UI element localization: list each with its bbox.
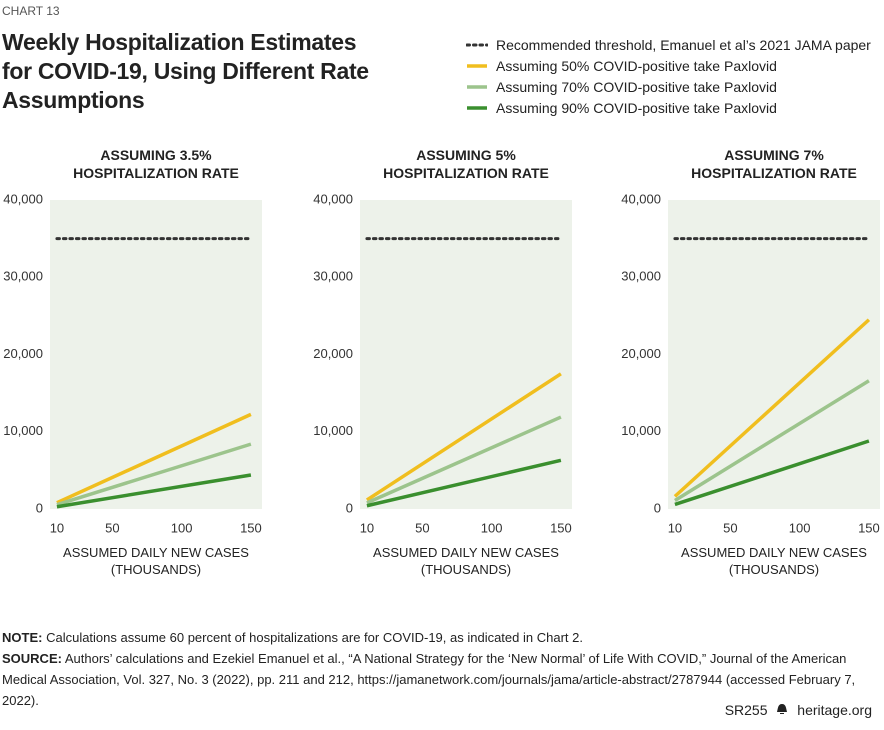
legend-swatch [466,43,488,46]
y-tick-label: 0 [654,500,661,515]
source: SOURCE: Authors’ calculations and Ezekie… [2,648,882,711]
x-tick-label: 50 [723,520,737,535]
y-tick-label: 30,000 [621,269,661,284]
legend-item: Recommended threshold, Emanuel et al’s 2… [466,34,871,55]
x-axis-title: ASSUMED DAILY NEW CASES (THOUSANDS) [681,545,867,577]
site: heritage.org [797,702,872,718]
panel-title: ASSUMING 7% HOSPITALIZATION RATE [691,147,857,181]
series-line [674,439,870,507]
y-tick-label: 30,000 [3,269,43,284]
x-tick-label: 100 [789,520,811,535]
series-line [366,458,562,508]
legend-label: Assuming 70% COVID-positive take Paxlovi… [496,78,777,95]
y-tick-label: 40,000 [621,191,661,206]
legend-swatch [467,84,487,89]
note-text: Calculations assume 60 percent of hospit… [46,630,583,645]
chart-label: CHART 13 [2,4,60,18]
y-tick-label: 40,000 [313,191,353,206]
panel: ASSUMING 3.5% HOSPITALIZATION RATE 0 10,00… [0,146,266,586]
y-tick-label: 20,000 [621,346,661,361]
y-tick-label: 30,000 [313,269,353,284]
legend-label: Assuming 50% COVID-positive take Paxlovi… [496,57,777,74]
panel: ASSUMING 5% HOSPITALIZATION RATE 0 10,000 2… [310,146,576,586]
series-line [365,372,562,502]
y-tick-label: 0 [346,500,353,515]
source-label: SOURCE: [2,651,62,666]
series-line [56,473,252,509]
x-axis-title: ASSUMED DAILY NEW CASES (THOUSANDS) [63,545,249,577]
plot-background [360,200,572,509]
y-tick-label: 10,000 [621,423,661,438]
plot-background [668,200,880,509]
footnotes: NOTE: Calculations assume 60 percent of … [2,627,882,711]
x-tick-label: 150 [550,520,572,535]
x-tick-label: 10 [668,520,682,535]
note-label: NOTE: [2,630,43,645]
note: NOTE: Calculations assume 60 percent of … [2,627,882,648]
x-tick-label: 10 [50,520,64,535]
legend-label: Assuming 90% COVID-positive take Paxlovi… [496,99,777,116]
x-tick-label: 100 [171,520,193,535]
legend-label: Recommended threshold, Emanuel et al’s 2… [496,36,871,53]
x-tick-label: 50 [105,520,119,535]
x-tick-label: 100 [481,520,503,535]
legend-swatch [467,105,487,110]
plot-background [50,200,262,509]
legend-item: Assuming 70% COVID-positive take Paxlovi… [466,76,871,97]
legend: Recommended threshold, Emanuel et al’s 2… [466,34,871,118]
legend-item: Assuming 90% COVID-positive take Paxlovi… [466,97,871,118]
series-line [674,379,870,502]
footer: SR255 heritage.org [725,702,872,718]
y-tick-label: 20,000 [313,346,353,361]
x-tick-label: 150 [858,520,880,535]
plot: 0 10,000 20,000 30,000 40,000 10 50 100 150 [313,191,572,535]
legend-item: Assuming 50% COVID-positive take Paxlovi… [466,55,871,76]
series-line [56,412,252,505]
series-line [56,442,252,507]
y-tick-label: 10,000 [313,423,353,438]
y-tick-label: 40,000 [3,191,43,206]
source-text: Authors’ calculations and Ezekiel Emanue… [2,651,856,708]
x-axis-title: ASSUMED DAILY NEW CASES (THOUSANDS) [373,545,559,577]
x-tick-label: 150 [240,520,262,535]
panel-title: ASSUMING 3.5% HOSPITALIZATION RATE [73,147,239,181]
bell-icon [777,704,788,714]
panel-title: ASSUMING 5% HOSPITALIZATION RATE [383,147,549,181]
panel: ASSUMING 7% HOSPITALIZATION RATE 0 10,000 2… [618,146,884,586]
x-tick-label: 10 [360,520,374,535]
legend-swatch [467,63,487,68]
plot: 0 10,000 20,000 30,000 40,000 10 50 100 150 [3,191,262,535]
plot: 0 10,000 20,000 30,000 40,000 10 50 100 150 [621,191,880,535]
y-tick-label: 20,000 [3,346,43,361]
y-tick-label: 10,000 [3,423,43,438]
report-id: SR255 [724,702,768,718]
series-line [673,318,871,498]
series-line [366,415,562,505]
chart-title: Weekly Hospitalization Estimates for COV… [2,29,369,113]
y-tick-label: 0 [36,500,43,515]
x-tick-label: 50 [415,520,429,535]
